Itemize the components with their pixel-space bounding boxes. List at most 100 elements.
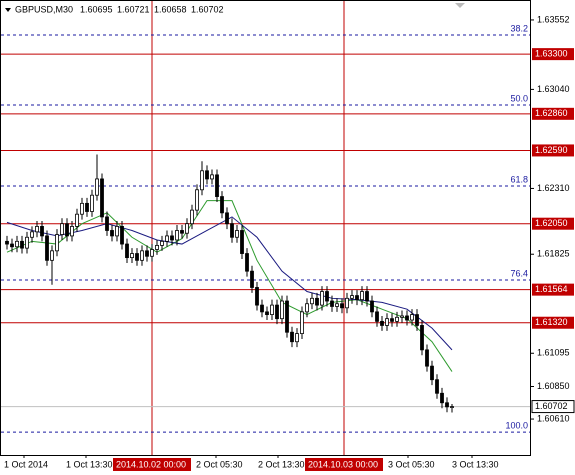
candle-body bbox=[280, 300, 284, 320]
y-tick-label: 1.60610 bbox=[537, 413, 570, 423]
candle-body bbox=[85, 202, 89, 212]
candle-body bbox=[240, 230, 244, 254]
x-tick-label: 2 Oct 13:30 bbox=[258, 459, 305, 469]
candle-body bbox=[30, 231, 34, 238]
candle-body bbox=[320, 291, 324, 306]
x-tick-label: 2 Oct 05:30 bbox=[196, 459, 243, 469]
candle-body bbox=[435, 379, 439, 394]
candle-body bbox=[385, 318, 389, 326]
x-tick-label: 1 Oct 2014 bbox=[4, 459, 48, 469]
candle-body bbox=[355, 295, 359, 301]
candle-body bbox=[190, 209, 194, 225]
candle-body bbox=[25, 236, 29, 249]
candle-body bbox=[65, 223, 69, 237]
candle-body bbox=[430, 365, 434, 381]
header-price: 1.60721 bbox=[117, 4, 150, 14]
candle-body bbox=[420, 325, 424, 351]
x-tick-label: 2014.10.02 00:00 bbox=[116, 459, 186, 469]
level-label: 1.63300 bbox=[535, 49, 568, 59]
candle-body bbox=[145, 250, 149, 257]
header-price: 1.60658 bbox=[154, 4, 187, 14]
y-tick-label: 1.63040 bbox=[537, 84, 570, 94]
candle-body bbox=[250, 270, 254, 288]
candle-body bbox=[130, 253, 134, 259]
candle-body bbox=[150, 249, 154, 257]
x-tick-label: 3 Oct 05:30 bbox=[388, 459, 435, 469]
date-label-box bbox=[113, 458, 191, 471]
candle-body bbox=[5, 240, 9, 245]
candle-body bbox=[405, 315, 409, 321]
candle-body bbox=[35, 226, 39, 233]
y-tick-label: 1.60850 bbox=[537, 381, 570, 391]
y-tick-label: 1.63552 bbox=[537, 14, 570, 24]
candle-body bbox=[100, 178, 104, 218]
candle-body bbox=[15, 240, 19, 248]
candle-body bbox=[260, 304, 264, 313]
candle-body bbox=[290, 331, 294, 343]
chart-title: GBPUSD,M30 bbox=[15, 4, 73, 14]
y-tick-label: 1.62310 bbox=[537, 183, 570, 193]
candle-body bbox=[450, 406, 454, 408]
candle-body bbox=[315, 297, 319, 306]
current-price-label: 1.60702 bbox=[535, 401, 568, 411]
candle-body bbox=[175, 230, 179, 241]
level-label-box bbox=[532, 217, 574, 230]
level-label: 1.62050 bbox=[535, 218, 568, 228]
header-price: 1.60702 bbox=[191, 4, 224, 14]
candle-body bbox=[390, 318, 394, 322]
candle-body bbox=[230, 223, 234, 238]
candle-body bbox=[415, 314, 419, 326]
candle-body bbox=[220, 196, 224, 214]
candle-body bbox=[335, 303, 339, 307]
menu-arrow[interactable] bbox=[5, 8, 11, 12]
moving-average bbox=[6, 200, 453, 372]
candle-body bbox=[20, 240, 24, 249]
fib-label: 100.0 bbox=[505, 420, 528, 430]
candle-body bbox=[155, 245, 159, 250]
one-click-toggle[interactable] bbox=[455, 3, 465, 8]
y-tick-label: 1.61095 bbox=[537, 348, 570, 358]
candle-body bbox=[80, 202, 84, 215]
header-price: 1.60695 bbox=[80, 4, 113, 14]
fib-label: 61.8 bbox=[510, 174, 528, 184]
candle-body bbox=[245, 253, 249, 272]
candle-body bbox=[225, 212, 229, 225]
candle-body bbox=[375, 311, 379, 322]
candle-body bbox=[170, 235, 174, 241]
candle-body bbox=[285, 300, 289, 333]
date-label-box bbox=[305, 458, 383, 471]
candle-body bbox=[90, 194, 94, 212]
candle-body bbox=[110, 230, 114, 237]
candle-body bbox=[140, 250, 144, 261]
candle-body bbox=[205, 170, 209, 180]
x-tick-label: 2014.10.03 00:00 bbox=[308, 459, 378, 469]
candle-body bbox=[330, 300, 334, 307]
candle-body bbox=[160, 240, 164, 246]
level-label: 1.62860 bbox=[535, 108, 568, 118]
candle-body bbox=[300, 311, 304, 334]
candle-body bbox=[70, 226, 74, 237]
candle-body bbox=[295, 333, 299, 343]
candle-body bbox=[425, 349, 429, 367]
level-label: 1.61320 bbox=[535, 317, 568, 327]
candle-body bbox=[60, 223, 64, 235]
level-label: 1.61564 bbox=[535, 284, 568, 294]
candle-body bbox=[40, 226, 44, 237]
x-tick-label: 1 Oct 13:30 bbox=[66, 459, 113, 469]
candle-body bbox=[305, 303, 309, 313]
candle-body bbox=[165, 235, 169, 242]
candle-body bbox=[360, 291, 364, 301]
candle-body bbox=[75, 213, 79, 227]
candle-body bbox=[215, 174, 219, 197]
candle-body bbox=[380, 320, 384, 326]
candle-body bbox=[350, 295, 354, 299]
candle-body bbox=[275, 304, 279, 320]
candle-body bbox=[370, 300, 374, 313]
candle-body bbox=[50, 250, 54, 261]
candle-body bbox=[55, 234, 59, 252]
level-label-box bbox=[532, 107, 574, 120]
candle-body bbox=[445, 402, 449, 408]
level-label-box bbox=[532, 283, 574, 296]
